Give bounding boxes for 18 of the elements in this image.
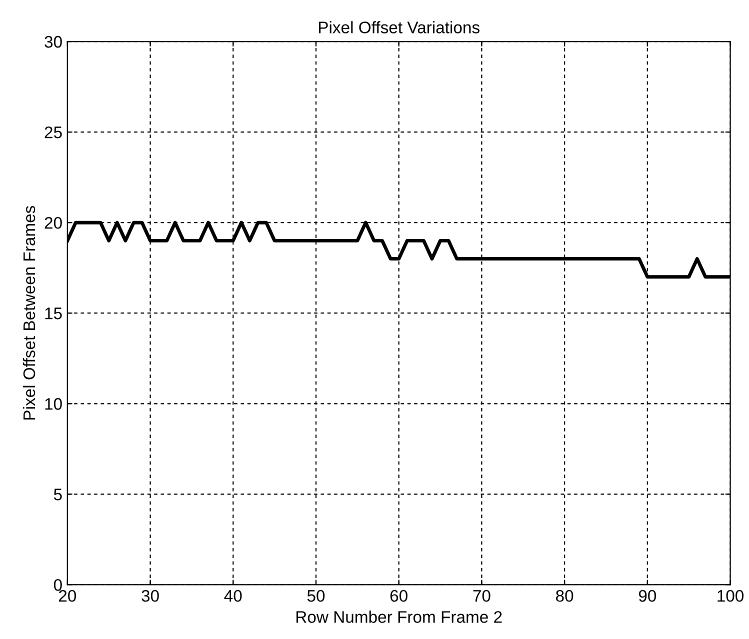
x-axis-title: Row Number From Frame 2 — [296, 610, 502, 623]
y-tick-label: 30 — [44, 36, 62, 48]
x-tick-label: 100 — [718, 590, 744, 602]
x-tick-label: 50 — [307, 590, 325, 602]
chart-title: Pixel Offset Variations — [318, 21, 480, 34]
y-tick-label: 10 — [45, 398, 62, 410]
y-tick-label: 5 — [54, 488, 62, 500]
y-tick-label: 0 — [54, 579, 62, 591]
y-tick-label: 20 — [44, 216, 62, 229]
x-tick-label: 90 — [638, 590, 656, 602]
x-tick-label: 30 — [142, 590, 159, 602]
y-tick-label: 25 — [44, 126, 62, 138]
x-tick-label: 40 — [224, 590, 242, 602]
y-tick-label: 15 — [45, 308, 62, 320]
x-tick-label: 60 — [390, 590, 408, 602]
x-tick-label: 80 — [556, 590, 574, 602]
x-tick-label: 70 — [473, 590, 490, 602]
y-axis-title: Pixel Offset Between Frames — [22, 206, 36, 420]
